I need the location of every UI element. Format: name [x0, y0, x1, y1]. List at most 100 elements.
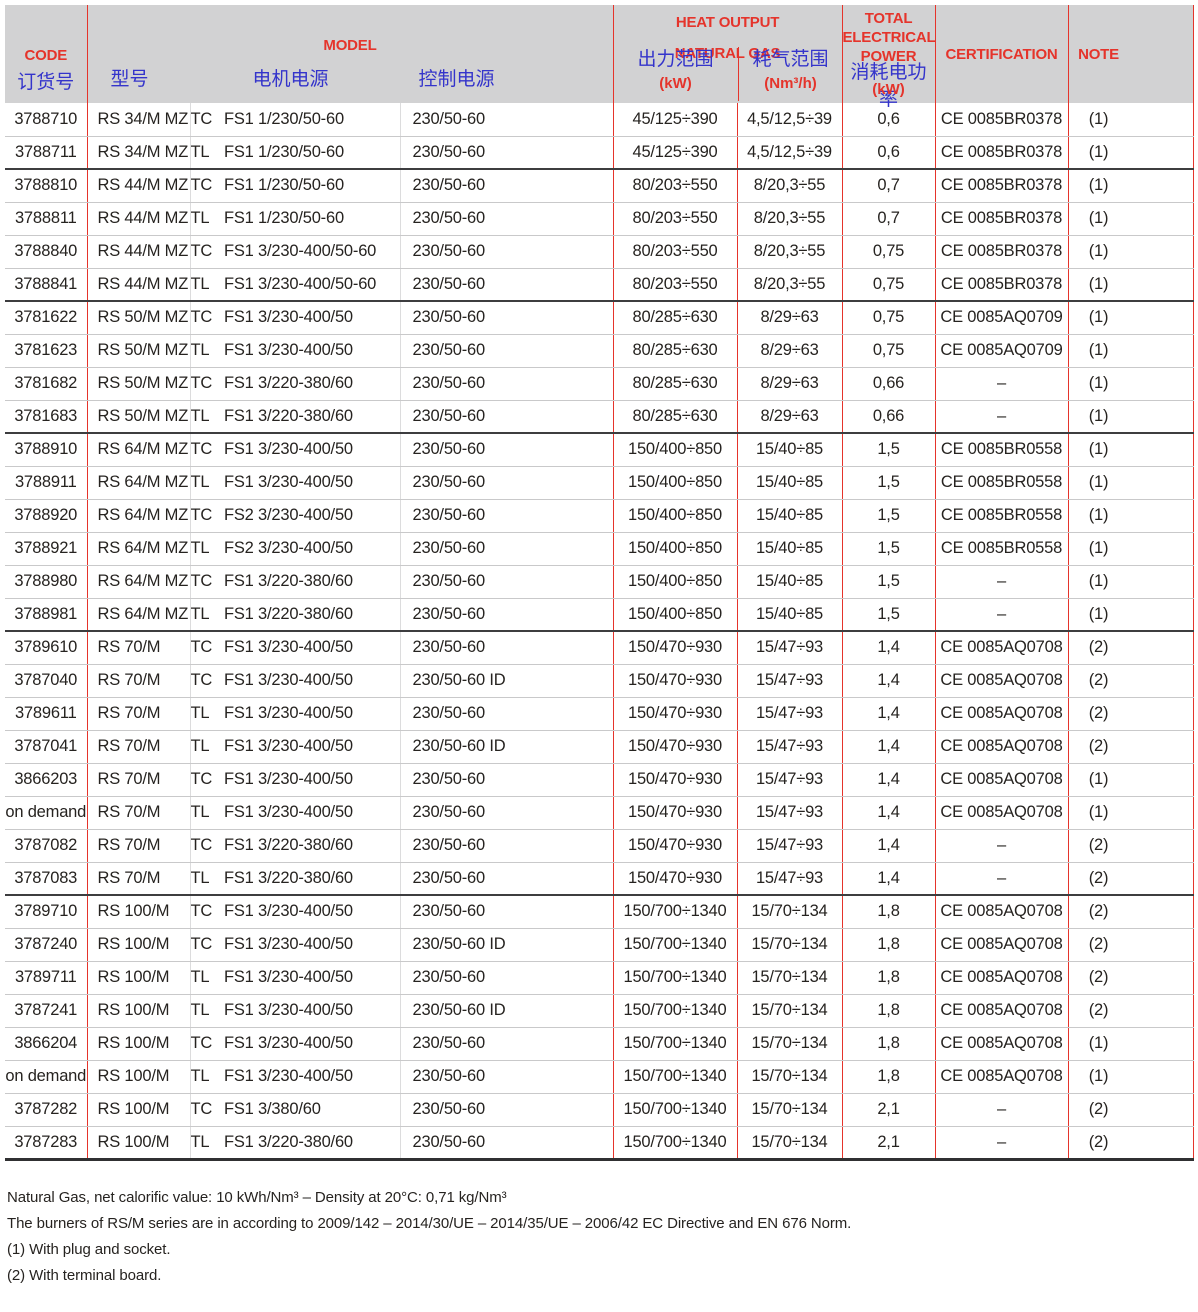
model-cell: RS 70/M: [86, 730, 190, 764]
note-cell: (2): [1067, 829, 1194, 863]
heat-output-cell: 150/470÷930: [612, 862, 737, 896]
certification-cell: CE 0085AQ0708: [934, 631, 1068, 665]
gas-consumption-cell: 8/29÷63: [736, 301, 842, 335]
note-cell: (2): [1067, 730, 1194, 764]
footnote-1-plug-socket: (1) With plug and socket.: [7, 1240, 171, 1258]
code-cell: 3787041: [5, 730, 87, 764]
heat-output-cell: 80/285÷630: [612, 400, 737, 434]
motor-supply-cell: FS1 3/230-400/50: [218, 433, 400, 467]
gas-consumption-cell: 15/40÷85: [736, 433, 842, 467]
note-cell: (1): [1067, 334, 1194, 368]
heat-output-cell: 150/700÷1340: [612, 1093, 737, 1127]
motor-type-cell: TL: [189, 136, 218, 170]
motor-type-cell: TL: [189, 730, 218, 764]
motor-supply-cell: FS1 3/230-400/50: [218, 1027, 400, 1061]
code-cell: 3789611: [5, 697, 87, 731]
control-supply-cell: 230/50-60: [399, 1126, 613, 1161]
gas-consumption-cell: 15/70÷134: [736, 1093, 842, 1127]
model-cell: RS 64/M MZ: [86, 598, 190, 632]
motor-type-cell: TL: [189, 334, 218, 368]
electrical-power-cell: 2,1: [841, 1126, 935, 1161]
gas-consumption-subheader: 耗气范围 (Nm³/h): [737, 47, 843, 101]
code-cell: 3866203: [5, 763, 87, 797]
table-row: 3866204 RS 100/M TC FS1 3/230-400/50 230/50-…: [5, 1027, 1194, 1061]
table-row: on demand RS 70/M TL FS1 3/230-400/50 230/50…: [5, 796, 1194, 830]
table-row: 3788981 RS 64/M MZ TL FS1 3/220-380/60 230/5…: [5, 598, 1194, 632]
table-row: 3788840 RS 44/M MZ TC FS1 3/230-400/50-60 23…: [5, 235, 1194, 269]
electrical-power-cell: 1,8: [841, 994, 935, 1028]
electrical-power-cell: 1,4: [841, 664, 935, 698]
note-cell: (1): [1067, 169, 1194, 203]
motor-supply-cell: FS1 3/220-380/60: [218, 598, 400, 632]
note-cell: (1): [1067, 433, 1194, 467]
motor-type-cell: TL: [189, 1126, 218, 1161]
code-cell: 3788811: [5, 202, 87, 236]
code-cell: 3788841: [5, 268, 87, 302]
control-supply-cell: 230/50-60: [399, 367, 613, 401]
control-supply-cell: 230/50-60: [399, 1093, 613, 1127]
motor-type-cell: TC: [189, 664, 218, 698]
electrical-power-cell: 1,5: [841, 499, 935, 533]
control-supply-cell: 230/50-60: [399, 433, 613, 467]
gas-consumption-cell: 8/20,3÷55: [736, 169, 842, 203]
electrical-power-header-zh: 消耗电功率: [850, 62, 927, 110]
heat-output-column-header: HEAT OUTPUT NATURAL GAS 出力范围 (kW) 耗气范围 (…: [612, 5, 843, 103]
motor-supply-cell: FS1 3/220-380/60: [218, 829, 400, 863]
gas-consumption-cell: 15/70÷134: [736, 994, 842, 1028]
heat-output-cell: 150/470÷930: [612, 829, 737, 863]
note-cell: (1): [1067, 1060, 1194, 1094]
gas-consumption-cell: 8/20,3÷55: [736, 268, 842, 302]
certification-cell: CE 0085BR0378: [934, 202, 1068, 236]
gas-consumption-cell: 15/70÷134: [736, 1027, 842, 1061]
electrical-power-cell: 0,66: [841, 400, 935, 434]
heat-output-header-line1: HEAT OUTPUT: [675, 14, 780, 31]
table-row: 3789611 RS 70/M TL FS1 3/230-400/50 230/50-6…: [5, 697, 1194, 731]
note-cell: (2): [1067, 664, 1194, 698]
note-cell: (1): [1067, 763, 1194, 797]
note-column-header: NOTE: [1067, 5, 1194, 103]
motor-supply-cell: FS1 1/230/50-60: [218, 169, 400, 203]
certification-cell: –: [934, 829, 1068, 863]
control-supply-cell: 230/50-60: [399, 103, 613, 137]
note-cell: (1): [1067, 301, 1194, 335]
certification-cell: CE 0085AQ0708: [934, 763, 1068, 797]
motor-supply-cell: FS1 3/220-380/60: [218, 1126, 400, 1161]
motor-supply-cell: FS1 3/230-400/50: [218, 664, 400, 698]
control-supply-cell: 230/50-60: [399, 169, 613, 203]
table-row: 3788841 RS 44/M MZ TL FS1 3/230-400/50-60 23…: [5, 268, 1194, 302]
note-cell: (1): [1067, 532, 1194, 566]
heat-output-cell: 150/470÷930: [612, 631, 737, 665]
gas-consumption-unit: (Nm³/h): [764, 75, 817, 92]
note-cell: (2): [1067, 1093, 1194, 1127]
certification-cell: CE 0085AQ0709: [934, 301, 1068, 335]
model-cell: RS 44/M MZ: [86, 235, 190, 269]
table-row: 3787240 RS 100/M TC FS1 3/230-400/50 230/50-…: [5, 928, 1194, 962]
electrical-power-cell: 1,4: [841, 697, 935, 731]
code-cell: 3788921: [5, 532, 87, 566]
model-cell: RS 100/M: [86, 1093, 190, 1127]
motor-type-cell: TC: [189, 895, 218, 929]
motor-supply-cell: FS1 3/230-400/50: [218, 466, 400, 500]
gas-consumption-cell: 15/47÷93: [736, 829, 842, 863]
electrical-power-header-en: TOTAL ELECTRICAL POWER: [843, 9, 936, 66]
code-cell: 3789610: [5, 631, 87, 665]
model-cell: RS 100/M: [86, 994, 190, 1028]
gas-consumption-cell: 15/40÷85: [736, 532, 842, 566]
table-row: 3788980 RS 64/M MZ TC FS1 3/220-380/60 230/5…: [5, 565, 1194, 599]
gas-consumption-cell: 15/70÷134: [736, 1126, 842, 1161]
heat-output-cell: 150/400÷850: [612, 565, 737, 599]
certification-cell: –: [934, 1093, 1068, 1127]
electrical-power-cell: 1,4: [841, 829, 935, 863]
motor-supply-cell: FS1 3/230-400/50: [218, 895, 400, 929]
header-row: CODE 订货号 MODEL 型号 电机电源 控制电源 HEAT OUTPUT …: [5, 5, 1194, 110]
motor-supply-cell: FS1 3/230-400/50: [218, 730, 400, 764]
electrical-power-cell: 1,5: [841, 565, 935, 599]
heat-output-cell: 45/125÷390: [612, 136, 737, 170]
certification-cell: CE 0085AQ0708: [934, 664, 1068, 698]
model-cell: RS 50/M MZ: [86, 400, 190, 434]
certification-cell: –: [934, 565, 1068, 599]
electrical-power-cell: 1,4: [841, 763, 935, 797]
code-column-header: CODE 订货号: [5, 5, 87, 103]
gas-consumption-cell: 15/47÷93: [736, 862, 842, 896]
model-cell: RS 70/M: [86, 796, 190, 830]
